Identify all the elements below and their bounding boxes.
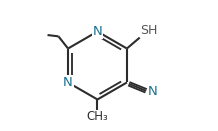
Text: N: N — [63, 76, 73, 89]
Text: SH: SH — [140, 24, 158, 37]
Text: CH₃: CH₃ — [87, 110, 108, 123]
Text: N: N — [93, 25, 102, 38]
Text: N: N — [147, 85, 157, 98]
